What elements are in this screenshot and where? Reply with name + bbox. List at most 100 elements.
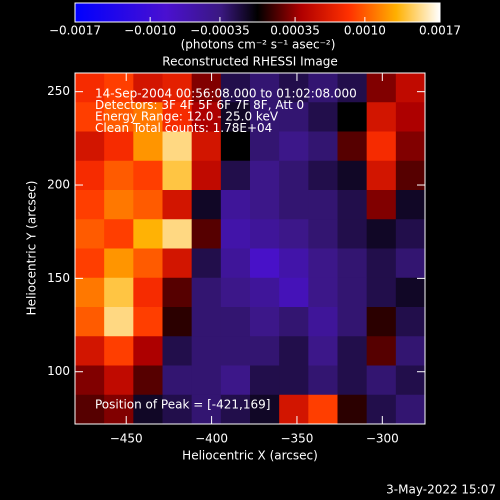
y-tick-label: 150 [47,271,70,285]
pixel-cell [337,248,368,279]
pixel-cell [366,394,397,424]
chart-title: Reconstructed RHESSI Image [162,55,337,69]
pixel-cell [191,365,222,396]
pixel-cell [104,131,134,162]
pixel-cell [395,394,425,424]
pixel-cell [75,307,105,337]
pixel-cell [191,102,222,132]
pixel-cell [337,190,368,220]
pixel-cell [220,394,251,424]
pixel-cell [279,248,309,279]
pixel-cell [395,219,425,249]
pixel-cell [162,160,193,191]
pixel-cell [279,131,309,162]
pixel-cell [75,160,105,191]
peak-label: Position of Peak = [-421,169] [95,398,270,412]
pixel-cell [162,307,193,337]
x-tick-label: −450 [110,432,143,446]
pixel-cell [366,131,397,162]
pixel-cell [104,394,134,424]
pixel-cell [308,365,338,396]
pixel-cell [191,307,222,337]
y-tick-label: 100 [47,364,70,378]
y-tick-label: 250 [47,84,70,98]
pixel-cell [104,277,134,308]
pixel-cell [75,102,105,132]
pixel-cell [220,131,251,162]
pixel-cell [395,131,425,162]
pixel-cell [395,277,425,308]
pixel-cell [104,102,134,132]
pixel-cell [162,248,193,279]
annotation: 14-Sep-2004 00:56:08.000 to 01:02:08.000 [95,87,357,101]
pixel-cell [395,365,425,396]
pixel-cell [220,307,251,337]
pixel-cell [395,307,425,337]
pixel-cell [162,219,193,249]
pixel-cell [104,160,134,191]
pixel-cell [75,336,105,366]
pixel-cell [250,73,280,103]
pixel-cell [366,336,397,366]
pixel-cell [308,394,338,424]
pixel-cell [133,190,163,220]
pixel-cell [133,73,163,103]
pixel-cell [366,73,397,103]
pixel-cell [162,394,193,424]
pixel-cell [162,277,193,308]
pixel-cell [104,73,134,103]
pixel-cell [308,248,338,279]
pixel-cell [104,248,134,279]
pixel-cell [366,307,397,337]
pixel-cell [250,248,280,279]
pixel-cell [191,131,222,162]
pixel-cell [220,248,251,279]
pixel-cell [104,219,134,249]
pixel-cell [308,73,338,103]
pixel-cell [220,102,251,132]
pixel-cell [279,73,309,103]
pixel-cell [279,160,309,191]
pixel-cell [395,102,425,132]
pixel-cell [279,365,309,396]
pixel-cell [337,73,368,103]
y-axis-label: Heliocentric Y (arcsec) [25,181,39,316]
pixel-cell [366,102,397,132]
pixel-cell [308,190,338,220]
plot-frame [74,72,426,425]
x-axis-label: Heliocentric X (arcsec) [182,449,318,463]
pixel-cell [191,336,222,366]
pixel-cell [279,190,309,220]
pixel-cell [220,190,251,220]
pixel-cell [220,219,251,249]
pixel-cell [337,160,368,191]
colorbar-tick-label: 0.00035 [270,24,320,38]
pixel-cell [250,365,280,396]
pixel-cell [220,336,251,366]
y-tick-label: 200 [47,178,70,192]
x-tick-label: −350 [280,432,313,446]
pixel-cell [162,336,193,366]
pixel-cell [279,394,309,424]
x-tick-label: −400 [195,432,228,446]
pixel-cell [133,394,163,424]
pixel-cell [395,160,425,191]
colorbar-label: (photons cm⁻² s⁻¹ asec⁻²) [181,38,336,52]
pixel-cell [75,131,105,162]
pixel-cell [279,336,309,366]
pixel-cell [162,102,193,132]
pixel-cell [337,394,368,424]
pixel-cell [337,102,368,132]
pixel-cell [337,307,368,337]
pixel-cell [162,190,193,220]
pixel-cell [191,73,222,103]
pixel-cell [104,336,134,366]
pixel-cell [250,190,280,220]
pixel-cell [220,73,251,103]
annotation: Detectors: 3F 4F 5F 6F 7F 8F, Att 0 [95,98,304,112]
pixel-cell [308,336,338,366]
pixel-cell [366,160,397,191]
pixel-cell [279,219,309,249]
pixel-cell [366,365,397,396]
colorbar-tick-label: −0.0010 [124,24,176,38]
